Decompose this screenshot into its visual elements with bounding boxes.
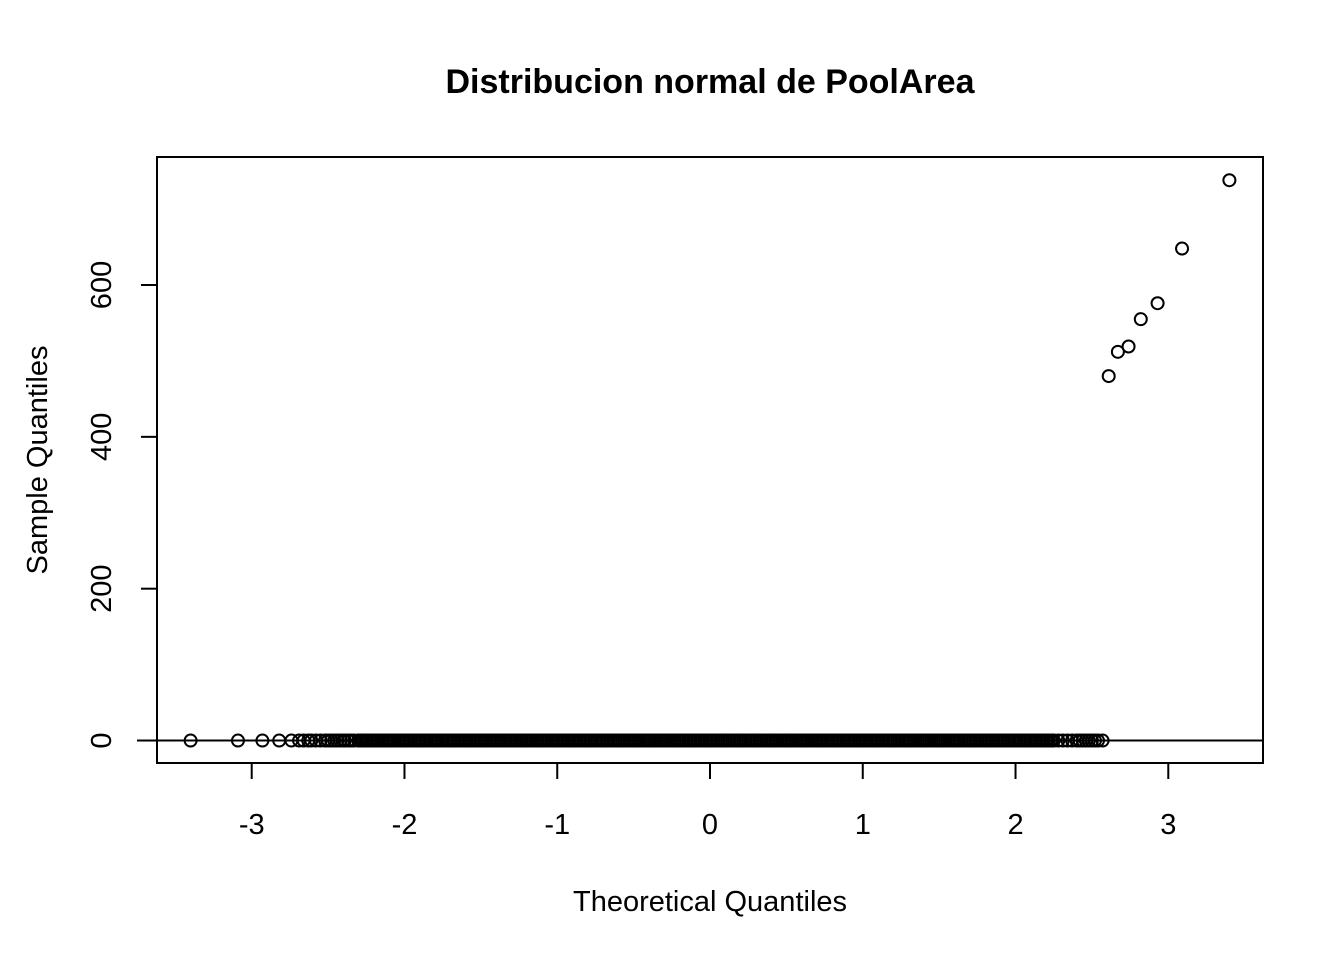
data-points <box>183 173 1237 748</box>
x-tick-label: 2 <box>1007 809 1023 841</box>
x-tick-label: -3 <box>239 809 265 841</box>
x-tick-label: 0 <box>702 809 718 841</box>
x-tick-label: -1 <box>544 809 570 841</box>
data-point <box>230 733 245 748</box>
data-point <box>1095 733 1110 748</box>
y-axis: 0 200 400 600 <box>86 261 158 749</box>
data-point <box>1065 733 1080 748</box>
data-point <box>1091 733 1106 748</box>
y-axis-label: Sample Quantiles <box>22 346 54 575</box>
data-point <box>1110 344 1125 359</box>
data-point <box>304 733 319 748</box>
data-point <box>313 733 328 748</box>
data-point <box>1121 339 1136 354</box>
data-point <box>1175 241 1190 256</box>
chart-title: Distribucion normal de PoolArea <box>446 63 976 101</box>
data-point <box>1150 296 1165 311</box>
y-tick-label: 400 <box>86 413 118 461</box>
x-tick-label: -2 <box>392 809 418 841</box>
data-point <box>183 733 198 748</box>
x-axis-label: Theoretical Quantiles <box>573 886 847 918</box>
data-point <box>255 733 270 748</box>
data-point <box>1133 312 1148 327</box>
data-point <box>1222 173 1237 188</box>
data-point <box>1045 733 1060 748</box>
y-tick-label: 0 <box>86 732 118 748</box>
plot-frame <box>156 156 1264 764</box>
x-axis: -3 -2 -1 0 1 2 3 <box>239 762 1176 841</box>
x-tick-label: 3 <box>1160 809 1176 841</box>
x-tick-label: 1 <box>855 809 871 841</box>
y-tick-label: 200 <box>86 564 118 612</box>
data-point <box>1101 369 1116 384</box>
y-tick-label: 600 <box>86 261 118 309</box>
